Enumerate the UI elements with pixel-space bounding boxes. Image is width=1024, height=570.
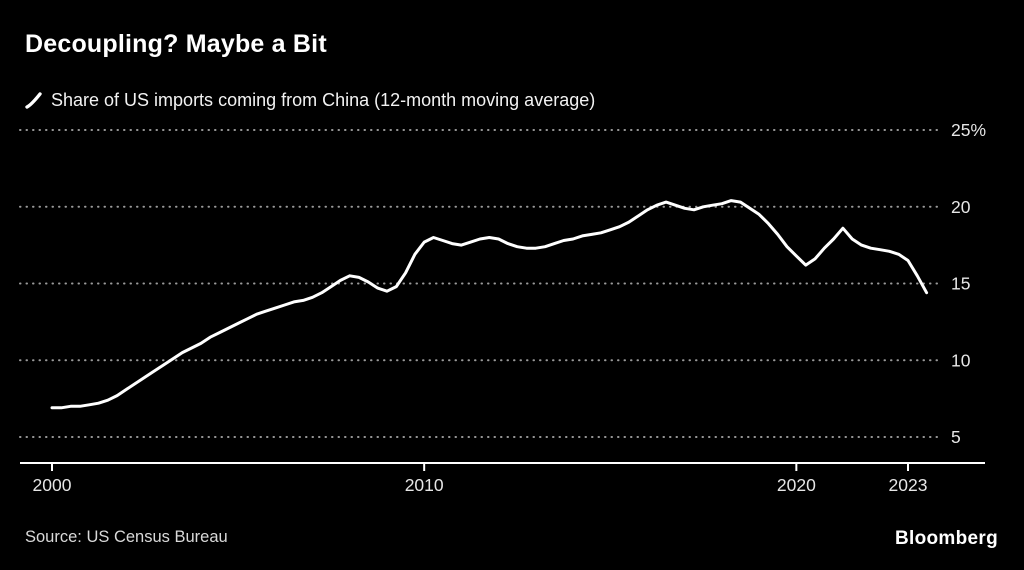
svg-text:2000: 2000 — [33, 475, 72, 495]
svg-text:25%: 25% — [951, 120, 986, 140]
svg-text:5: 5 — [951, 427, 961, 447]
svg-text:15: 15 — [951, 274, 970, 294]
svg-text:2020: 2020 — [777, 475, 816, 495]
source-note: Source: US Census Bureau — [25, 528, 228, 546]
svg-text:10: 10 — [951, 350, 971, 370]
legend-line-icon — [25, 92, 42, 109]
svg-text:2023: 2023 — [889, 475, 928, 495]
legend: Share of US imports coming from China (1… — [25, 90, 595, 111]
bloomberg-logo: Bloomberg — [895, 528, 998, 549]
svg-text:20: 20 — [951, 197, 971, 217]
chart-title: Decoupling? Maybe a Bit — [25, 30, 327, 58]
svg-text:2010: 2010 — [405, 475, 444, 495]
legend-label: Share of US imports coming from China (1… — [51, 90, 596, 110]
